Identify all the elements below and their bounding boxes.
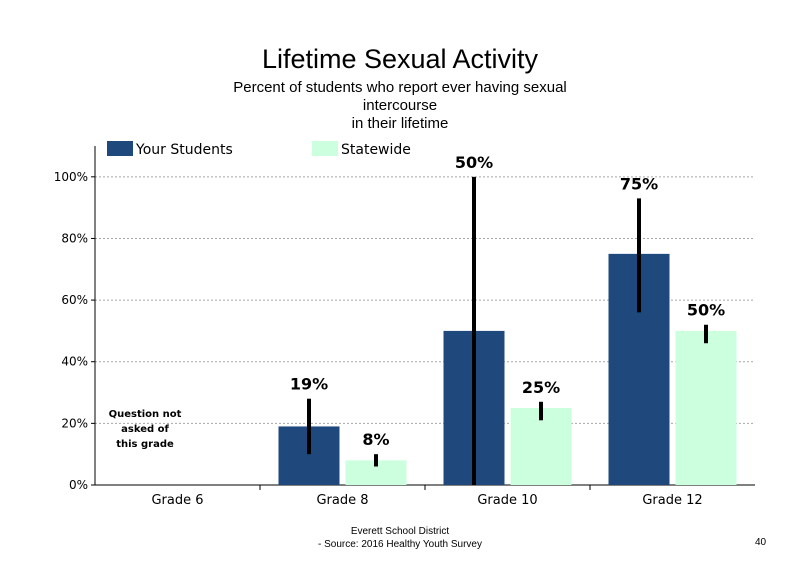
note-line-2: asked of	[121, 424, 169, 435]
x-tick-label-0: Grade 6	[151, 493, 203, 508]
data-label-1-2: 25%	[522, 378, 560, 397]
legend-swatch-1	[312, 141, 338, 156]
subtitle-line-1: Percent of students who report ever havi…	[233, 79, 567, 96]
legend-label-1: Statewide	[341, 142, 411, 158]
footer: Everett School District - Source: 2016 H…	[0, 525, 800, 551]
bar-statewide-3	[675, 330, 737, 485]
y-tick-label-40: 40%	[61, 355, 88, 369]
grade-6-note: Question not asked of this grade	[100, 407, 190, 452]
x-tick-label-3: Grade 12	[642, 493, 702, 508]
legend-swatch-0	[107, 141, 133, 156]
note-line-3: this grade	[116, 439, 174, 450]
data-label-0-1: 19%	[290, 375, 328, 394]
subtitle-line-2: intercourse	[362, 97, 438, 114]
x-tick-label-1: Grade 8	[316, 493, 368, 508]
data-label-0-3: 75%	[620, 174, 658, 193]
note-line-1: Question not	[108, 409, 182, 420]
chart-title: Lifetime Sexual Activity	[261, 44, 539, 74]
x-tick-label-2: Grade 10	[477, 493, 537, 508]
y-tick-label-80: 80%	[61, 231, 88, 245]
legend-label-0: Your Students	[135, 142, 233, 158]
y-tick-label-0: 0%	[69, 478, 88, 492]
y-tick-label-60: 60%	[61, 293, 88, 307]
data-label-1-3: 50%	[687, 301, 725, 320]
chart-subtitle: Percent of students who report ever havi…	[0, 79, 800, 133]
footer-source: - Source: 2016 Healthy Youth Survey	[318, 539, 482, 550]
page-number: 40	[755, 537, 767, 548]
data-label-0-2: 50%	[455, 153, 493, 172]
y-tick-label-100: 100%	[54, 170, 88, 184]
subtitle-line-3: in their lifetime	[351, 115, 449, 132]
data-label-1-1: 8%	[362, 430, 389, 449]
y-tick-label-20: 20%	[61, 416, 88, 430]
footer-district: Everett School District	[350, 526, 450, 537]
bar-statewide-2	[510, 407, 572, 485]
